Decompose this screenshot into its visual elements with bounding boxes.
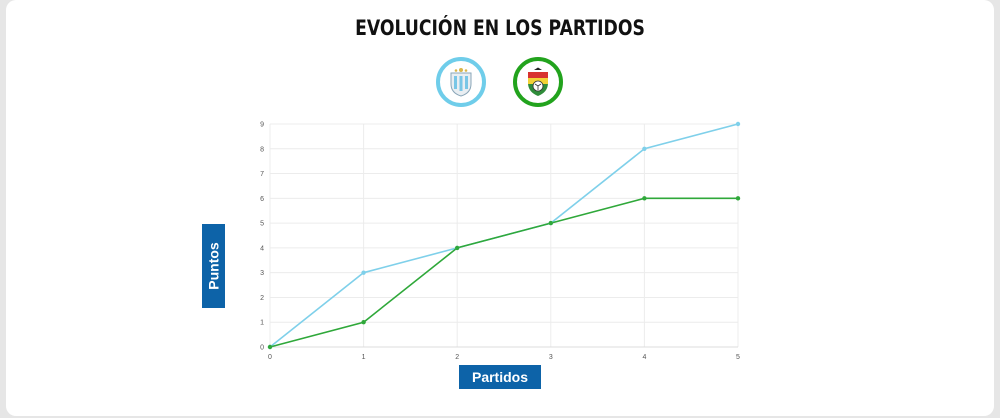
x-tick-label-3: 3 [549,354,553,361]
series-1-point-4 [642,196,647,201]
y-axis-label-text: Puntos [205,242,222,290]
series-1-point-3 [548,220,553,226]
series-1-point-1 [361,320,366,325]
series-1-point-0 [267,344,273,350]
y-tick-label-4: 4 [260,245,264,252]
y-tick-label-2: 2 [260,295,264,302]
x-tick-label-4: 4 [642,354,646,361]
series-0-point-5 [735,121,741,127]
x-tick-label-5: 5 [736,354,740,361]
x-tick-label-1: 1 [362,354,366,361]
y-tick-label-5: 5 [260,221,264,228]
series-0-point-4 [642,146,647,151]
chart-title: EVOLUCIÓN EN LOS PARTIDOS [355,16,645,40]
y-tick-label-7: 7 [260,171,264,178]
y-tick-label-6: 6 [260,196,264,203]
argentina-crest-icon [450,68,472,97]
y-tick-label-3: 3 [260,270,264,277]
series-1-point-5 [735,196,741,201]
x-axis-label: Partidos [459,365,541,389]
y-tick-label-0: 0 [260,345,264,352]
series-1-point-2 [455,245,460,251]
y-axis-label: Puntos [202,224,225,308]
series-0-point-1 [361,270,366,275]
bolivia-crest-icon [528,67,548,96]
y-tick-label-9: 9 [260,122,264,129]
y-tick-label-1: 1 [260,320,264,327]
series-line-1 [269,197,738,348]
team-badge-bolivia [513,57,563,107]
team-badge-argentina [436,57,486,107]
y-tick-label-8: 8 [260,146,264,153]
x-tick-label-2: 2 [455,354,459,361]
x-tick-label-0: 0 [268,354,272,361]
